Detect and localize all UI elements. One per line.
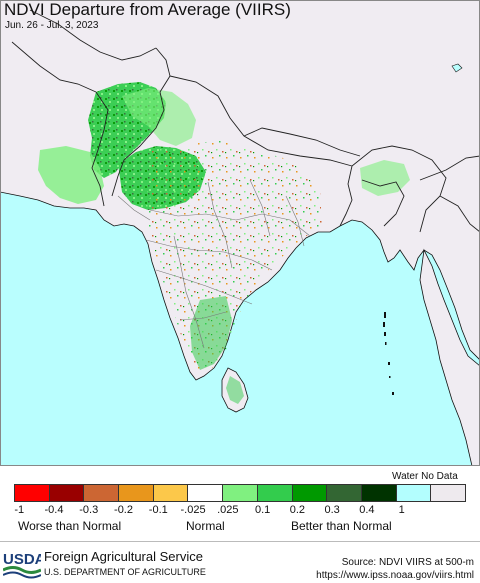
legend-swatch	[119, 485, 154, 501]
usda-logo: USDA	[3, 551, 41, 579]
legend-tick-label: 0.1	[254, 504, 271, 516]
date-range: Jun. 26 - Jul. 3, 2023	[5, 20, 99, 31]
legend-tick-label: -0.4	[44, 504, 64, 516]
state-boundaries	[117, 179, 311, 349]
green-south-india	[190, 296, 232, 370]
legend-tick-label: 0.2	[289, 504, 306, 516]
legend-category-better: Better than Normal	[291, 519, 392, 533]
agency-name: Foreign Agricultural Service	[44, 549, 203, 564]
svg-text:USDA: USDA	[3, 551, 41, 568]
source-url[interactable]: https://www.ipss.noaa.gov/viirs.html	[316, 570, 474, 581]
legend-tick-label: 1	[398, 504, 405, 516]
legend-swatch	[257, 485, 293, 501]
ndvi-map	[0, 0, 480, 466]
green-region-sindh	[38, 146, 104, 204]
legend-tick-label: .025	[217, 504, 239, 516]
legend-tick-label: 0.3	[324, 504, 340, 516]
legend-tick-label: -.025	[180, 504, 206, 516]
legend-tick-label: -0.3	[79, 504, 99, 516]
map-title: NDVI Departure from Average (VIIRS)	[4, 0, 291, 19]
data-source: Source: NDVI VIIRS at 500-m	[341, 557, 474, 568]
lake-marker	[451, 63, 463, 73]
legend-swatch	[223, 485, 258, 501]
speckled-central-india	[146, 140, 322, 372]
andaman-islands	[383, 312, 394, 395]
legend-water-label: Water	[392, 471, 419, 482]
department-name: U.S. DEPARTMENT OF AGRICULTURE	[44, 567, 206, 577]
green-northeast	[360, 160, 410, 196]
east-land	[419, 248, 480, 466]
legend-swatch	[49, 485, 85, 501]
legend-swatch	[292, 485, 328, 501]
legend-tick-label: -1	[14, 504, 25, 516]
legend-swatch	[84, 485, 120, 501]
legend-swatch	[361, 485, 397, 501]
legend-extra-labels: Water No Data	[392, 471, 458, 482]
legend-swatch	[15, 485, 50, 501]
legend-tick-label: -0.1	[148, 504, 168, 516]
north-no-data	[180, 40, 470, 148]
legend-category-worse: Worse than Normal	[18, 519, 122, 533]
boundaries	[11, 9, 480, 233]
legend-swatch	[431, 485, 465, 501]
green-region-afghan-border	[122, 88, 196, 146]
legend-swatch	[153, 485, 189, 501]
legend-tick-label: 0.4	[359, 504, 375, 516]
green-sri-lanka	[226, 376, 244, 404]
footer-divider	[0, 541, 480, 542]
legend-no-data-label: No Data	[421, 471, 458, 482]
legend-swatch	[327, 485, 362, 501]
legend-swatch	[188, 485, 224, 501]
legend-tick-label: -0.2	[114, 504, 133, 516]
legend-swatch	[396, 485, 432, 501]
legend-color-bar	[14, 484, 466, 502]
legend-category-normal: Normal	[186, 519, 225, 533]
